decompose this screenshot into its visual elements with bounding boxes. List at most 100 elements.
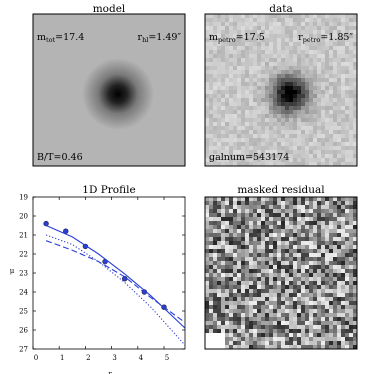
residual-pixel [253, 265, 257, 269]
data-pixel [317, 58, 321, 62]
residual-pixel [209, 217, 213, 221]
residual-pixel [289, 321, 293, 325]
data-pixel [341, 86, 345, 90]
residual-pixel [337, 325, 341, 329]
data-pixel [321, 102, 325, 106]
data-pixel [309, 126, 313, 130]
residual-pixel [297, 221, 301, 225]
residual-pixel [213, 217, 217, 221]
residual-pixel [229, 257, 233, 261]
data-pixel [345, 38, 349, 42]
residual-pixel [325, 253, 329, 257]
residual-pixel [345, 233, 349, 237]
residual-pixel [293, 225, 297, 229]
residual-pixel [221, 209, 225, 213]
data-pixel [253, 58, 257, 62]
data-pixel [345, 82, 349, 86]
residual-pixel [317, 225, 321, 229]
residual-pixel [249, 329, 253, 333]
residual-pixel [209, 293, 213, 297]
residual-pixel [245, 233, 249, 237]
residual-pixel [225, 237, 229, 241]
data-pixel [233, 122, 237, 126]
data-pixel [305, 82, 309, 86]
residual-pixel [233, 293, 237, 297]
data-pixel [217, 82, 221, 86]
residual-pixel [349, 317, 353, 321]
residual-pixel [281, 265, 285, 269]
residual-pixel [213, 233, 217, 237]
data-pixel [345, 158, 349, 162]
residual-pixel [305, 293, 309, 297]
residual-pixel [249, 257, 253, 261]
data-pixel [345, 162, 349, 166]
residual-pixel [209, 265, 213, 269]
data-pixel [273, 110, 277, 114]
data-pixel [245, 86, 249, 90]
residual-pixel [301, 329, 305, 333]
residual-pixel [281, 253, 285, 257]
residual-pixel [293, 237, 297, 241]
residual-pixel [269, 197, 273, 201]
residual-pixel [321, 225, 325, 229]
residual-pixel [257, 325, 261, 329]
data-pixel [213, 82, 217, 86]
data-pixel [293, 94, 297, 98]
residual-pixel [313, 253, 317, 257]
residual-pixel [249, 317, 253, 321]
residual-pixel [237, 249, 241, 253]
data-pixel [269, 94, 273, 98]
residual-pixel [269, 337, 273, 341]
data-pixel [329, 102, 333, 106]
data-pixel [325, 102, 329, 106]
data-pixel [277, 134, 281, 138]
data-pixel [321, 30, 325, 34]
data-pixel [353, 150, 357, 154]
residual-pixel [337, 321, 341, 325]
residual-pixel [345, 229, 349, 233]
residual-pixel [297, 233, 301, 237]
residual-pixel [261, 345, 265, 349]
residual-pixel [321, 273, 325, 277]
data-pixel [301, 82, 305, 86]
data-pixel [229, 90, 233, 94]
residual-pixel [297, 209, 301, 213]
residual-pixel [333, 229, 337, 233]
data-pixel [341, 66, 345, 70]
data-pixel [349, 90, 353, 94]
residual-pixel [337, 333, 341, 337]
residual-pixel [341, 249, 345, 253]
data-pixel [269, 98, 273, 102]
residual-pixel [333, 201, 337, 205]
data-pixel [213, 30, 217, 34]
data-pixel [285, 74, 289, 78]
residual-pixel [317, 317, 321, 321]
residual-pixel [229, 225, 233, 229]
data-pixel [261, 94, 265, 98]
residual-pixel [305, 245, 309, 249]
residual-pixel [317, 197, 321, 201]
data-pixel [229, 86, 233, 90]
residual-pixel [213, 305, 217, 309]
residual-pixel [225, 329, 229, 333]
data-pixel [273, 118, 277, 122]
residual-pixel [341, 297, 345, 301]
data-pixel [329, 134, 333, 138]
data-pixel [321, 162, 325, 166]
data-pixel [249, 142, 253, 146]
residual-pixel [317, 345, 321, 349]
residual-pixel [293, 197, 297, 201]
data-pixel [261, 134, 265, 138]
data-pixel [233, 22, 237, 26]
residual-pixel [269, 253, 273, 257]
residual-pixel [273, 257, 277, 261]
residual-pixel [329, 201, 333, 205]
data-pixel [281, 78, 285, 82]
data-pixel [349, 94, 353, 98]
residual-pixel [261, 321, 265, 325]
data-pixel [329, 146, 333, 150]
residual-pixel [293, 257, 297, 261]
data-pixel [249, 74, 253, 78]
data-pixel [313, 46, 317, 50]
